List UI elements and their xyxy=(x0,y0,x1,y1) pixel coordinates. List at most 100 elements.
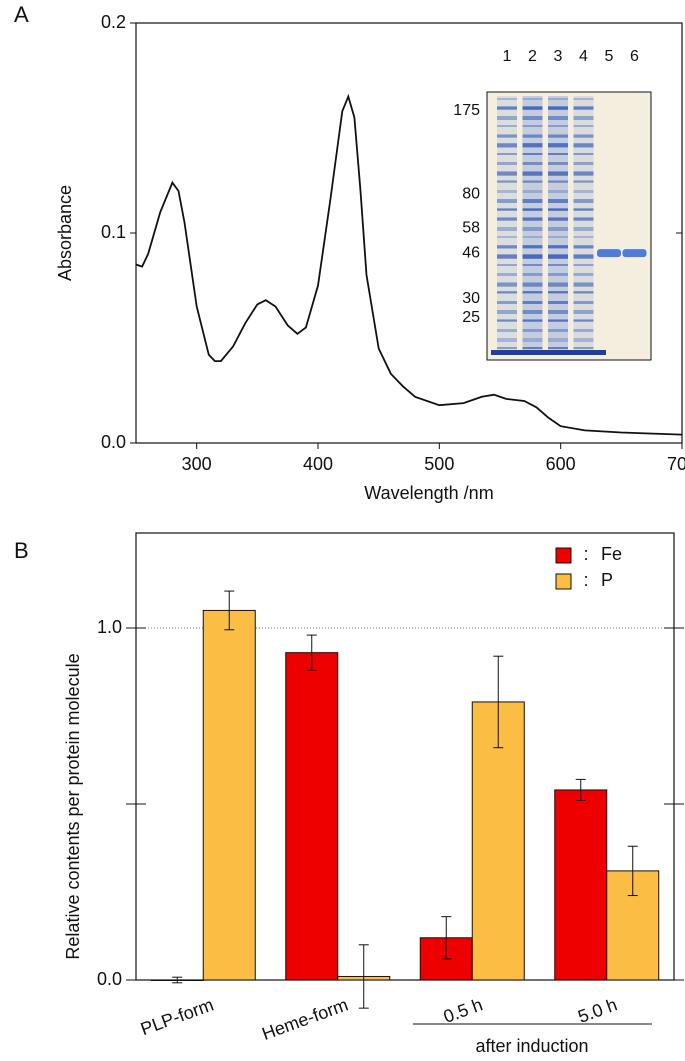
gel-band xyxy=(573,172,594,176)
gel-band xyxy=(522,273,543,276)
gel-band xyxy=(573,181,594,183)
gel-band xyxy=(522,282,543,286)
gel-band xyxy=(573,143,594,147)
gel-band xyxy=(522,98,543,100)
gel-band xyxy=(522,254,543,258)
y-axis-label: Relative contents per protein molecule xyxy=(63,653,83,959)
gel-band xyxy=(548,218,568,221)
panel-label: B xyxy=(14,538,29,563)
gel-lane xyxy=(522,96,543,354)
gel-band xyxy=(548,181,568,183)
panel-label: A xyxy=(14,2,29,27)
marker-label: 80 xyxy=(462,185,480,202)
gel-band xyxy=(548,254,568,258)
gel-band xyxy=(522,116,543,120)
gel-lane xyxy=(497,96,517,354)
bar xyxy=(554,789,608,981)
gel-band xyxy=(548,134,568,137)
gel-band xyxy=(573,134,594,137)
y-tick-label: 0.0 xyxy=(97,969,122,989)
gel-band xyxy=(573,208,594,210)
gel-band xyxy=(497,329,517,332)
gel-band xyxy=(573,347,594,349)
gel-band xyxy=(573,162,594,165)
gel-band xyxy=(573,180,594,182)
gel-band xyxy=(497,347,517,349)
gel-band xyxy=(573,329,594,332)
gel-band xyxy=(497,172,517,176)
gel-band xyxy=(548,135,568,138)
x-tick-label: 700 xyxy=(667,454,685,474)
gel-band xyxy=(573,190,594,193)
gel-image xyxy=(486,91,652,361)
gel-band xyxy=(522,319,543,321)
error-bar xyxy=(493,655,504,749)
gel-band xyxy=(622,249,647,258)
gel-band xyxy=(497,153,517,155)
error-bar xyxy=(224,590,235,631)
gel-band xyxy=(522,310,543,314)
bar xyxy=(285,652,339,981)
gel-band xyxy=(497,319,517,321)
lane-label: 3 xyxy=(554,48,563,65)
gel-band xyxy=(497,125,517,127)
gel-band xyxy=(548,329,568,332)
error-bar xyxy=(575,778,586,801)
gel-band xyxy=(548,227,568,231)
gel-band xyxy=(573,254,594,258)
gel-band xyxy=(497,171,517,175)
gel-band xyxy=(497,320,517,322)
gel-band xyxy=(497,106,517,109)
gel-band xyxy=(497,208,517,210)
gel-band xyxy=(522,291,543,293)
gel-band xyxy=(573,227,594,231)
gel-band xyxy=(522,135,543,138)
error-bar xyxy=(441,916,452,960)
lane-label: 2 xyxy=(528,48,537,65)
gel-band xyxy=(497,273,517,276)
gel-band xyxy=(548,338,568,342)
gel-band xyxy=(522,171,543,175)
gel-dye-front xyxy=(491,350,606,355)
gel-band xyxy=(573,245,594,248)
bar xyxy=(202,609,256,981)
gel-band xyxy=(573,171,594,175)
gel-band xyxy=(497,107,517,110)
legend-swatch xyxy=(555,573,572,590)
gel-band xyxy=(497,217,517,220)
gel-band xyxy=(597,249,621,258)
gel-band xyxy=(522,172,543,176)
gel-band xyxy=(522,190,543,193)
gel-band xyxy=(548,125,568,127)
gel-band xyxy=(548,98,568,100)
gel-band xyxy=(548,320,568,322)
gel-band xyxy=(548,291,568,293)
gel-band xyxy=(497,227,517,231)
gel-band xyxy=(522,218,543,221)
gel-band xyxy=(497,209,517,211)
gel-band xyxy=(497,254,517,258)
gel-band xyxy=(573,264,594,266)
gel-band xyxy=(573,282,594,286)
x-tick-label: 5.0 h xyxy=(575,994,619,1026)
gel-band xyxy=(548,236,568,238)
gel-band xyxy=(497,162,517,165)
gel-band xyxy=(497,199,517,203)
legend-separator: : xyxy=(583,544,588,564)
spectrum-line xyxy=(135,93,683,436)
gel-band xyxy=(497,310,517,314)
gel-band xyxy=(497,218,517,221)
gel-band xyxy=(497,135,517,138)
gel-band xyxy=(548,264,568,266)
plot-frame xyxy=(135,532,675,981)
gel-band xyxy=(497,144,517,148)
bar xyxy=(471,701,525,981)
gel-band xyxy=(548,171,568,175)
gel-band xyxy=(497,301,517,304)
gel-band xyxy=(573,273,594,276)
gel-band xyxy=(573,106,594,109)
gel-band xyxy=(573,107,594,110)
gel-band xyxy=(522,181,543,183)
gel-band xyxy=(573,218,594,221)
gel-band xyxy=(548,283,568,287)
